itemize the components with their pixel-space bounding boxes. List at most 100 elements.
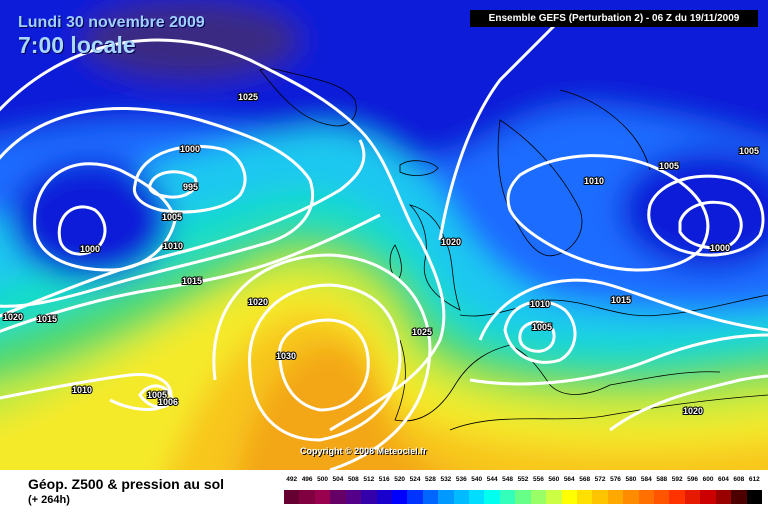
scale-color-swatch bbox=[361, 490, 377, 504]
scale-value-label: 608 bbox=[733, 476, 745, 483]
isobar-label: 1015 bbox=[37, 314, 57, 324]
isobar-1010 bbox=[0, 107, 315, 308]
scale-value-label: 528 bbox=[425, 476, 436, 483]
scale-value-label: 536 bbox=[455, 476, 467, 483]
color-scale-labels: 492 496 500 504 508 512 516 520 524 528 532 536 540 5… bbox=[284, 476, 762, 488]
scale-value-label: 556 bbox=[532, 476, 544, 483]
scale-color-swatch bbox=[731, 490, 748, 504]
legend-subtitle: (+ 264h) bbox=[28, 494, 70, 506]
scale-value-label: 596 bbox=[687, 476, 699, 483]
scale-color-swatch bbox=[669, 490, 686, 504]
scale-value-label: 492 bbox=[286, 476, 298, 483]
scale-value-label: 584 bbox=[640, 476, 652, 483]
scale-value-label: 548 bbox=[502, 476, 513, 483]
isobar-1005-italy bbox=[518, 320, 556, 353]
isobar-1015-east bbox=[478, 278, 768, 341]
fill-deep-blue-west bbox=[10, 160, 170, 280]
scale-color-swatch bbox=[515, 490, 532, 504]
scale-value-label: 572 bbox=[594, 476, 606, 483]
scale-color-swatch bbox=[299, 490, 316, 504]
scale-color-swatch bbox=[330, 490, 347, 504]
scale-value-label: 576 bbox=[610, 476, 621, 483]
model-run-banner: Ensemble GEFS (Perturbation 2) - 06 Z du… bbox=[470, 10, 758, 27]
isobar-label: 1015 bbox=[182, 276, 202, 286]
scale-color-swatch bbox=[391, 490, 408, 504]
scale-color-swatch bbox=[469, 490, 485, 504]
isobar-1020-mid bbox=[438, 18, 562, 241]
scale-value-label: 588 bbox=[656, 476, 668, 483]
scale-color-swatch bbox=[700, 490, 717, 504]
isobar-1005-south bbox=[138, 384, 174, 409]
scale-color-swatch bbox=[561, 490, 578, 504]
scale-color-swatch bbox=[484, 490, 501, 504]
coast-mediterranean bbox=[449, 394, 768, 431]
isobar-label: 1020 bbox=[441, 237, 461, 247]
isobar-1030 bbox=[277, 318, 370, 412]
scale-color-swatch bbox=[530, 490, 547, 504]
scale-value-label: 600 bbox=[702, 476, 714, 483]
isobar-label: 1005 bbox=[162, 212, 182, 222]
isobar-1010-south bbox=[0, 373, 173, 411]
color-scale-swatches bbox=[284, 490, 763, 504]
color-scale: 492 496 500 504 508 512 516 520 524 528 532 536 540 5… bbox=[284, 476, 763, 506]
scale-color-swatch bbox=[376, 490, 393, 504]
isobar-label-layer: 1025 1000 995 1005 1000 1010 1015 1020 1… bbox=[2, 91, 760, 417]
scale-color-swatch bbox=[684, 490, 701, 504]
scale-color-swatch bbox=[407, 490, 424, 504]
legend-title: Géop. Z500 & pression au sol bbox=[28, 476, 225, 492]
scale-value-label: 524 bbox=[409, 476, 421, 483]
isobar-label: 1025 bbox=[238, 92, 258, 102]
geopotential-fill bbox=[0, 0, 768, 470]
isobar-1025-inner bbox=[248, 283, 402, 442]
isobar-label: 1020 bbox=[3, 312, 23, 322]
isobar-label: 1005 bbox=[532, 322, 552, 332]
scale-value-label: 512 bbox=[363, 476, 375, 483]
isobar-1020-west bbox=[0, 213, 381, 333]
scale-value-label: 508 bbox=[347, 476, 359, 483]
isobar-label: 1005 bbox=[739, 146, 759, 156]
isobar-1000-east bbox=[678, 200, 743, 250]
scale-color-swatch bbox=[746, 490, 763, 504]
isobar-label: 1010 bbox=[72, 385, 92, 395]
isobars bbox=[0, 18, 768, 470]
scale-value-label: 560 bbox=[548, 476, 560, 483]
scale-color-swatch bbox=[284, 490, 300, 504]
isobar-1020-se bbox=[609, 374, 768, 432]
scale-value-label: 592 bbox=[671, 476, 683, 483]
isobar-label: 1010 bbox=[584, 176, 604, 186]
isobar-label: 1015 bbox=[611, 295, 631, 305]
forecast-date: Lundi 30 novembre 2009 bbox=[18, 14, 205, 31]
isobar-label: 1000 bbox=[710, 243, 730, 253]
scale-value-label: 580 bbox=[625, 476, 637, 483]
scale-value-label: 564 bbox=[563, 476, 575, 483]
isobar-1020-ring bbox=[212, 253, 432, 470]
isobar-1015 bbox=[0, 139, 366, 318]
scale-value-label: 568 bbox=[579, 476, 591, 483]
scale-value-label: 540 bbox=[471, 476, 483, 483]
isobar-995 bbox=[148, 170, 198, 199]
scale-value-label: 520 bbox=[394, 476, 406, 483]
isobar-label: 1005 bbox=[659, 161, 679, 171]
scale-color-swatch bbox=[592, 490, 609, 504]
scale-value-label: 504 bbox=[332, 476, 344, 483]
weather-map: 1025 1000 995 1005 1000 1010 1015 1020 1… bbox=[0, 0, 768, 470]
isobar-1000-west bbox=[57, 205, 107, 256]
scale-color-swatch bbox=[607, 490, 624, 504]
scale-value-label: 552 bbox=[517, 476, 529, 483]
scale-value-label: 532 bbox=[440, 476, 452, 483]
scale-value-label: 612 bbox=[748, 476, 760, 483]
scale-color-swatch bbox=[345, 490, 362, 504]
isobar-1015-se bbox=[469, 333, 768, 386]
coast-iceland bbox=[399, 160, 439, 176]
forecast-time: 7:00 locale bbox=[18, 32, 136, 58]
scale-color-swatch bbox=[715, 490, 732, 504]
scale-color-swatch bbox=[654, 490, 670, 504]
fill-purple-low bbox=[80, 0, 300, 80]
isobar-label: 1020 bbox=[248, 297, 268, 307]
isobar-1005-west bbox=[33, 162, 177, 272]
isobar-label: 1000 bbox=[180, 144, 200, 154]
scale-value-label: 544 bbox=[486, 476, 498, 483]
scale-color-swatch bbox=[576, 490, 593, 504]
coast-scandinavia bbox=[497, 89, 651, 257]
isobar-1010-italy bbox=[503, 300, 577, 364]
